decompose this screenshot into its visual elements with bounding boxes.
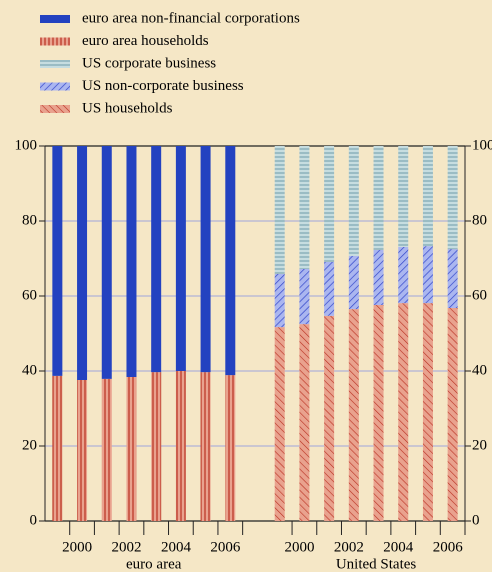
legend-swatch — [40, 60, 70, 68]
y-tick-label: 20 — [22, 437, 37, 453]
bar-segment — [299, 269, 310, 325]
bar-segment — [348, 309, 359, 521]
bar-segment — [225, 375, 236, 521]
legend-label: euro area non-financial corporations — [82, 10, 300, 26]
bar-segment — [324, 315, 335, 521]
legend-label: US non-corporate business — [82, 78, 244, 94]
bar-segment — [299, 324, 310, 521]
legend-swatch — [40, 37, 70, 46]
y-tick-label: 60 — [22, 287, 37, 303]
bar-segment — [373, 305, 384, 521]
x-tick-label: 2000 — [62, 539, 92, 555]
legend-label: US corporate business — [82, 55, 216, 71]
y-tick-label: 80 — [22, 212, 37, 228]
bar-segment — [447, 308, 458, 521]
bar-segment — [175, 371, 186, 521]
bar-segment — [274, 273, 285, 328]
bar-segment — [126, 146, 137, 377]
bar-segment — [398, 146, 409, 247]
legend-swatch — [40, 15, 70, 23]
bar-segment — [422, 146, 433, 247]
bar-segment — [324, 146, 335, 262]
bar-segment — [77, 146, 88, 380]
bar-segment — [225, 146, 236, 376]
bar-segment — [373, 146, 384, 250]
y-tick-label: 40 — [22, 362, 37, 378]
x-tick-label: 2000 — [284, 539, 314, 555]
bar-segment — [422, 246, 433, 304]
x-tick-label: 2002 — [112, 539, 142, 555]
y2-tick-label: 100 — [472, 137, 492, 153]
bar-segment — [101, 378, 112, 521]
legend-label: US households — [82, 100, 173, 116]
y2-tick-label: 40 — [472, 362, 487, 378]
legend-swatch — [40, 105, 70, 113]
bar-segment — [324, 261, 335, 316]
y2-tick-label: 0 — [472, 512, 480, 528]
bar-segment — [200, 372, 211, 521]
y-tick-label: 100 — [15, 137, 38, 153]
bar-segment — [175, 146, 186, 371]
x-tick-label: 2004 — [383, 539, 414, 555]
x-tick-label: 2006 — [210, 539, 241, 555]
legend-swatch — [40, 82, 70, 91]
legend-label: euro area households — [82, 33, 209, 49]
bar-segment — [422, 303, 433, 521]
bar-segment — [373, 249, 384, 305]
bar-segment — [274, 146, 285, 274]
y2-tick-label: 20 — [472, 437, 487, 453]
bar-segment — [101, 146, 112, 379]
bar-segment — [299, 146, 310, 269]
bar-segment — [447, 146, 458, 250]
x-tick-label: 2004 — [161, 539, 192, 555]
x-tick-label: 2006 — [433, 539, 464, 555]
bar-segment — [274, 327, 285, 521]
bar-segment — [348, 255, 359, 310]
bar-segment — [52, 146, 63, 376]
y2-tick-label: 60 — [472, 287, 487, 303]
group-label: United States — [336, 556, 417, 572]
bar-segment — [151, 146, 162, 373]
bar-segment — [126, 377, 137, 521]
bar-segment — [398, 246, 409, 304]
bar-segment — [52, 375, 63, 521]
group-label: euro area — [126, 556, 182, 572]
y-tick-label: 0 — [30, 512, 38, 528]
bar-segment — [398, 303, 409, 521]
x-tick-label: 2002 — [334, 539, 364, 555]
bar-segment — [151, 372, 162, 521]
bar-segment — [200, 146, 211, 373]
bar-segment — [447, 249, 458, 308]
bar-segment — [77, 380, 88, 521]
y2-tick-label: 80 — [472, 212, 487, 228]
bar-segment — [348, 146, 359, 256]
